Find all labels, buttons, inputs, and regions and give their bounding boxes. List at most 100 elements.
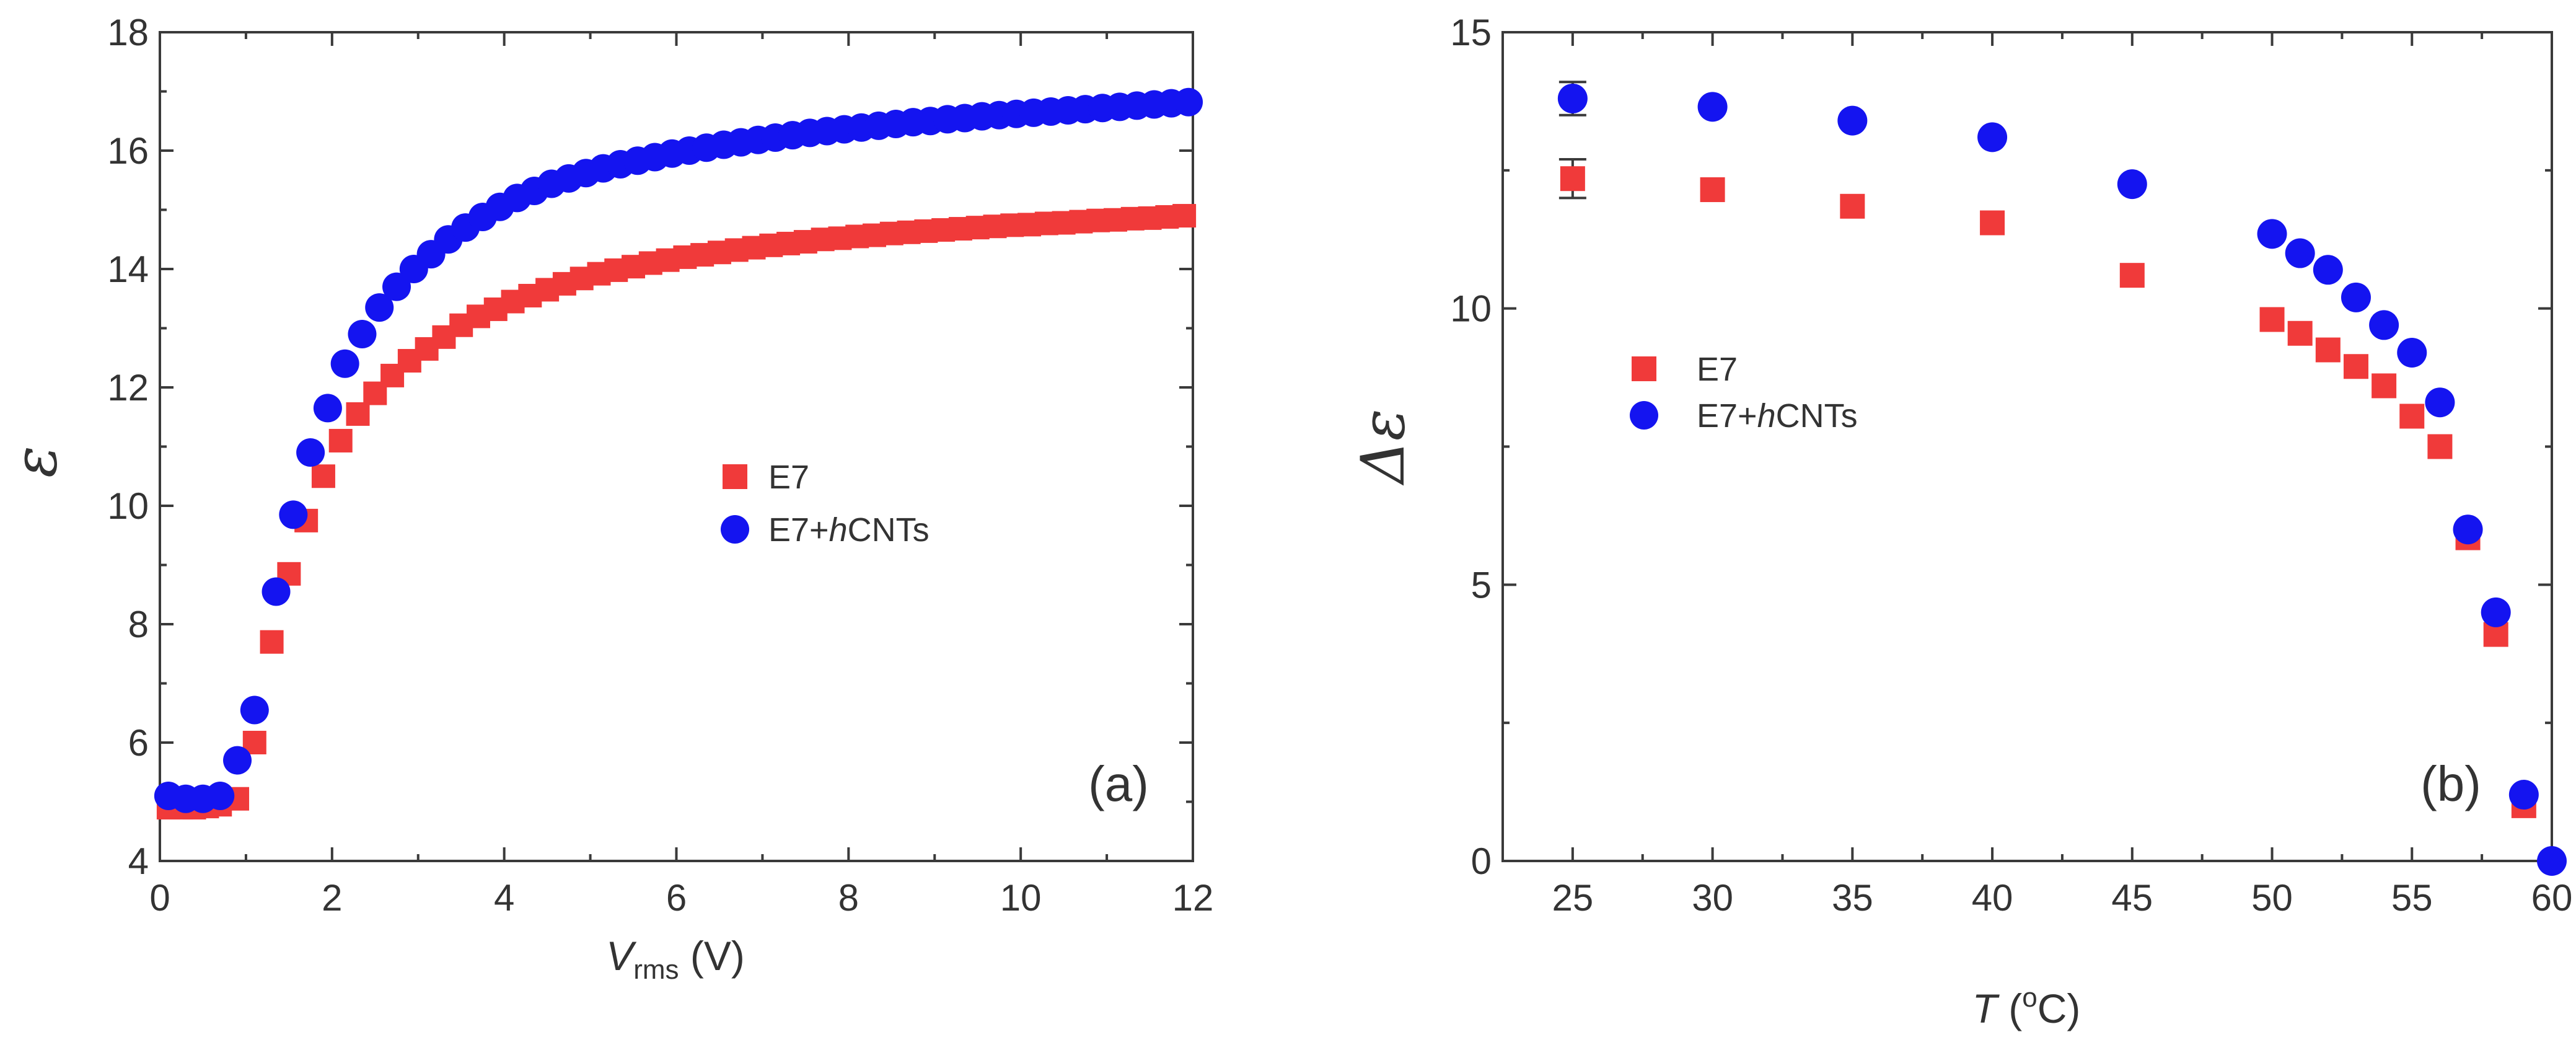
data-point-e7 — [1560, 166, 1585, 192]
legend-b-e7hcnts-label: E7+hCNTs — [1697, 397, 1858, 435]
y-tick-label: 10 — [107, 485, 149, 527]
legend-b-e7-label: E7 — [1697, 351, 1738, 388]
tick-labels-b: 25 30 35 40 45 50 55 60 0 5 10 15 — [1450, 12, 2572, 919]
data-point-e7-hcnts — [348, 320, 377, 349]
data-point-e7-hcnts — [296, 438, 325, 467]
data-point-e7 — [2399, 404, 2425, 429]
x-axis-label-a: Vrms (V) — [606, 933, 745, 985]
data-point-e7 — [1700, 177, 1725, 203]
x-axis-label-a-sub: rms — [633, 955, 679, 985]
legend-a: E7 E7+hCNTs — [721, 459, 930, 549]
legend-a-e7-label: E7 — [768, 459, 809, 496]
y-tick-label: 15 — [1450, 12, 1492, 53]
data-point-e7-hcnts — [2425, 387, 2455, 418]
data-point-e7-hcnts — [262, 577, 291, 606]
data-point-e7 — [1172, 204, 1197, 228]
data-point-e7-hcnts — [279, 500, 308, 529]
y-tick-label: 16 — [107, 130, 149, 172]
data-point-e7-hcnts — [1557, 83, 1588, 113]
panel-b: 25 30 35 40 45 50 55 60 0 5 10 15 Δε T (oC) (b) E7 … — [1348, 12, 2572, 1031]
data-point-e7 — [2427, 434, 2453, 459]
data-point-e7-hcnts — [2453, 514, 2483, 545]
data-points-b — [1557, 83, 2567, 876]
data-point-e7-hcnts — [223, 746, 252, 775]
ticks-a — [159, 31, 1194, 862]
x-tick-label: 4 — [494, 877, 514, 919]
x-tick-label: 8 — [838, 877, 859, 919]
plot-frame-b — [1501, 31, 2553, 862]
x-tick-label: 60 — [2531, 877, 2573, 919]
legend-b: E7 E7+hCNTs — [1630, 351, 1858, 435]
x-tick-label: 45 — [2111, 877, 2153, 919]
data-point-e7-hcnts — [2257, 219, 2287, 249]
data-point-e7 — [2315, 337, 2341, 363]
tick-labels-a: 0 2 4 6 8 10 12 4 6 8 10 12 14 16 18 — [107, 12, 1213, 919]
panel-tag-b: (b) — [2420, 756, 2481, 811]
x-axis-label-a-main: V — [606, 933, 637, 979]
x-tick-label: 35 — [1832, 877, 1873, 919]
y-tick-label: 5 — [1471, 564, 1492, 606]
x-tick-label: 10 — [1000, 877, 1042, 919]
data-point-e7-hcnts — [2341, 282, 2371, 312]
y-tick-label: 12 — [107, 367, 149, 408]
data-point-e7-hcnts — [2313, 255, 2343, 285]
y-tick-label: 10 — [1450, 288, 1492, 330]
data-point-e7-hcnts — [2508, 780, 2539, 810]
data-point-e7-hcnts — [313, 394, 342, 423]
data-point-e7 — [2287, 320, 2313, 346]
data-point-e7-hcnts — [206, 781, 235, 810]
y-axis-label-b: Δε — [1348, 409, 1418, 487]
data-point-e7-hcnts — [1697, 92, 1728, 122]
data-point-e7 — [2259, 307, 2285, 332]
data-point-e7-hcnts — [2369, 310, 2399, 340]
legend-a-e7-marker — [723, 464, 747, 489]
y-tick-label: 18 — [107, 12, 149, 53]
data-point-e7 — [2343, 354, 2368, 379]
x-tick-label: 40 — [1972, 877, 2013, 919]
ticks-b — [1503, 31, 2553, 862]
data-point-e7-hcnts — [1837, 105, 1868, 136]
data-point-e7 — [2119, 263, 2145, 288]
data-point-e7-hcnts — [2397, 337, 2427, 368]
legend-b-e7hcnts-marker — [1630, 401, 1658, 430]
data-point-e7-hcnts — [365, 293, 394, 322]
data-point-e7-hcnts — [382, 272, 411, 301]
y-tick-label: 6 — [128, 722, 149, 764]
data-points-a — [154, 87, 1203, 820]
data-point-e7-hcnts — [1174, 87, 1203, 117]
data-point-e7 — [1980, 210, 2005, 236]
data-point-e7 — [2372, 373, 2397, 399]
data-point-e7 — [1840, 193, 1865, 219]
x-axis-label-a-unit: (V) — [679, 933, 745, 979]
y-tick-label: 4 — [128, 841, 149, 882]
x-tick-label: 2 — [322, 877, 342, 919]
x-tick-label: 30 — [1692, 877, 1733, 919]
data-point-e7-hcnts — [2117, 169, 2147, 200]
x-tick-label: 25 — [1552, 877, 1593, 919]
panel-tag-a: (a) — [1088, 756, 1149, 811]
y-tick-label: 8 — [128, 604, 149, 645]
y-tick-label: 14 — [107, 249, 149, 290]
panel-a: 0 2 4 6 8 10 12 4 6 8 10 12 14 16 18 ε Vrms (V) (a) E7… — [1, 12, 1213, 985]
y-tick-label: 0 — [1471, 841, 1492, 882]
data-point-e7 — [328, 428, 353, 452]
data-point-e7-hcnts — [2481, 597, 2511, 627]
legend-a-e7hcnts-label: E7+hCNTs — [768, 511, 930, 549]
legend-a-e7hcnts-marker — [721, 515, 749, 544]
x-tick-label: 6 — [666, 877, 687, 919]
data-point-e7 — [346, 402, 370, 426]
x-tick-label: 12 — [1172, 877, 1214, 919]
data-point-e7-hcnts — [330, 349, 359, 378]
legend-b-e7-marker — [1632, 356, 1656, 381]
x-tick-label: 50 — [2251, 877, 2293, 919]
x-axis-label-b: T (oC) — [1972, 982, 2081, 1031]
data-point-e7-hcnts — [2285, 238, 2315, 268]
data-point-e7-hcnts — [1977, 122, 2008, 152]
y-axis-label-a: ε — [1, 446, 70, 478]
data-point-e7-hcnts — [2537, 846, 2567, 876]
x-tick-label: 55 — [2391, 877, 2433, 919]
data-point-e7 — [260, 630, 284, 654]
x-tick-label: 0 — [149, 877, 170, 919]
data-point-e7-hcnts — [240, 695, 269, 725]
